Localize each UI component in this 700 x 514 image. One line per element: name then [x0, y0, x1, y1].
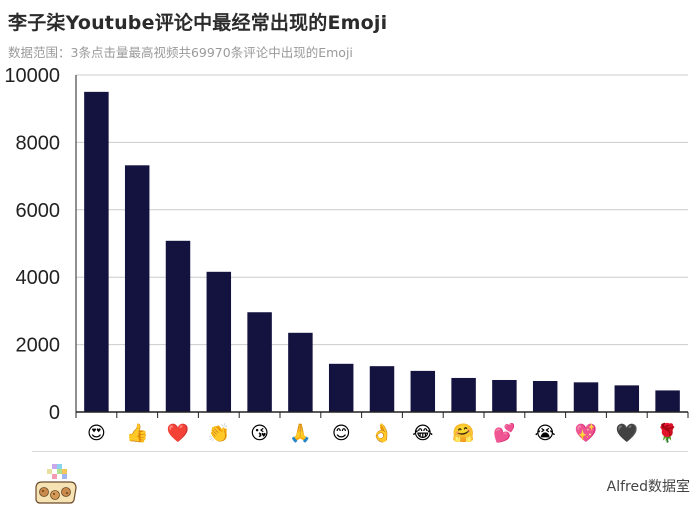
x-tick-label-rose-emoji-icon: 🌹	[656, 422, 678, 444]
x-tick-label-heart-eyes-emoji-icon: 😍	[87, 423, 106, 444]
x-tick-label-face-blowing-kiss-emoji-icon: 😘	[250, 423, 269, 444]
x-tick-label-thumbs-up-emoji-icon: 👍	[126, 422, 148, 444]
y-tick-label: 10000	[4, 65, 60, 87]
bar	[655, 390, 680, 412]
bar	[532, 380, 558, 412]
bar-chart: 0 2000 4000 6000 8000 10000 😍 👍 ❤️ 👏 😘 🙏 😊 👌 😂 🤗 💕 😭 💖 🖤 🌹	[4, 65, 689, 444]
bar	[206, 271, 232, 412]
x-tick-label-red-heart-emoji-icon: ❤️	[167, 423, 190, 444]
bar	[328, 363, 354, 412]
x-tick-label-clapping-hands-emoji-icon: 👏	[208, 422, 230, 444]
bar	[451, 377, 476, 412]
bar	[614, 385, 640, 412]
bar	[369, 366, 395, 412]
bar	[247, 312, 272, 412]
x-tick-label-hugging-face-emoji-icon: 🤗	[452, 423, 474, 444]
footer-divider	[32, 451, 688, 452]
cookie-jar-logo-icon	[35, 464, 77, 504]
x-tick-label-tears-of-joy-emoji-icon: 😂	[412, 423, 433, 444]
bar	[492, 379, 517, 412]
bar	[288, 332, 313, 412]
chart-subtitle: 数据范围：3条点击量最高视频共69970条评论中出现的Emoji	[8, 45, 353, 60]
y-tick-label: 4000	[16, 267, 61, 289]
x-tick-label-ok-hand-emoji-icon: 👌	[371, 423, 393, 444]
brand-label: Alfred数据室	[606, 479, 690, 495]
x-tick-label-sparkling-heart-emoji-icon: 💖	[575, 422, 598, 444]
y-tick-label: 0	[49, 402, 60, 424]
bar	[84, 91, 109, 412]
x-tick-label-two-hearts-emoji-icon: 💕	[493, 422, 515, 444]
y-tick-label: 8000	[16, 132, 61, 154]
x-tick-label-folded-hands-emoji-icon: 🙏	[289, 423, 311, 444]
y-tick-label: 6000	[16, 200, 61, 222]
y-tick-label: 2000	[16, 335, 61, 357]
bar	[573, 382, 599, 412]
bar	[165, 240, 191, 412]
x-tick-label-loudly-crying-emoji-icon: 😭	[535, 423, 556, 444]
x-tick-label-black-heart-emoji-icon: 🖤	[616, 423, 639, 444]
bar	[410, 370, 436, 412]
bar	[124, 165, 150, 412]
x-tick-label-smiling-face-emoji-icon: 😊	[332, 423, 351, 444]
chart-title: 李子柒Youtube评论中最经常出现的Emoji	[8, 12, 388, 34]
